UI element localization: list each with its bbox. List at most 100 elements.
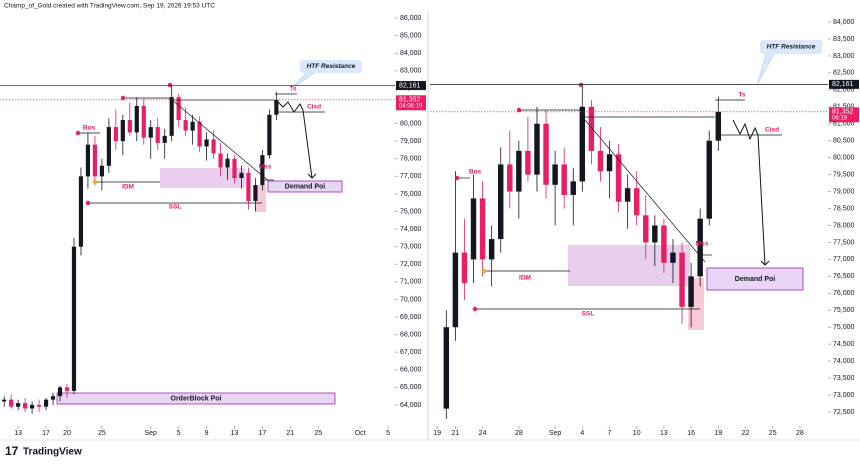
candle-body	[507, 164, 513, 192]
x-tick-label: 17	[42, 430, 50, 437]
x-tick-label: 4	[580, 430, 584, 437]
demand-box	[267, 180, 343, 193]
candle-body	[543, 123, 549, 185]
x-tick-label: 20	[63, 430, 71, 437]
idm-label: IDM	[122, 184, 134, 191]
y-tick-label: 78,000	[833, 222, 855, 229]
candle-body	[232, 158, 237, 179]
x-tick-label: 22	[742, 430, 750, 437]
chart-panel: 72,500 73,000 73,500 74,000 74,500 75,000 75,5…	[430, 19, 859, 437]
candle-body	[688, 276, 694, 307]
candle-body	[169, 97, 174, 136]
trend-line	[171, 99, 271, 183]
y-tick-label: 70,000	[400, 296, 422, 303]
y-tick-label: 72,000	[400, 261, 422, 268]
candle-body	[597, 150, 604, 172]
candle-body	[9, 399, 14, 407]
y-tick-label: 68,000	[400, 331, 422, 338]
ts-label: Ts	[738, 92, 745, 99]
candle-body	[23, 403, 28, 409]
x-tick-label: 10	[633, 430, 641, 437]
idm-label: IDM	[519, 275, 531, 282]
projection-path	[732, 119, 766, 266]
y-tick-label: 77,000	[400, 173, 422, 180]
demand-label: Demand Poi	[735, 276, 776, 283]
candle-body	[697, 218, 703, 277]
y-tick-label: 81,500	[833, 104, 855, 111]
htf-label: HTF Resistance	[767, 44, 816, 51]
candle-body	[204, 139, 209, 147]
candle-body	[16, 403, 21, 407]
y-tick-label: 77,500	[833, 239, 855, 246]
y-tick-label: 78,500	[833, 205, 855, 212]
candle-body	[64, 387, 70, 391]
candle-body	[120, 120, 125, 142]
y-tick-label: 67,000	[400, 349, 422, 356]
trend-line	[584, 119, 706, 263]
candle-body	[253, 185, 258, 201]
mss-label: Mss	[259, 164, 272, 171]
candle-body	[127, 120, 132, 133]
y-tick-label: 86,000	[400, 15, 422, 22]
y-tick-label: 73,500	[833, 375, 855, 382]
candle-body	[606, 154, 613, 172]
price-tag-label: 82,161	[399, 82, 421, 89]
y-tick-label: 75,000	[400, 208, 422, 215]
x-tick-label: 19	[433, 430, 441, 437]
orderblock-box	[56, 392, 336, 405]
ssl-label: SSL	[169, 204, 182, 211]
candle-body	[43, 399, 49, 407]
x-tick-label: 21	[451, 430, 459, 437]
y-tick-label: 74,500	[833, 341, 855, 348]
y-tick-label: 64,000	[400, 402, 422, 409]
y-tick-label: 78,000	[400, 156, 422, 163]
candle-body	[479, 198, 486, 260]
y-tick-label: 79,000	[833, 188, 855, 195]
idm-dot	[92, 179, 98, 185]
price-tag	[396, 95, 426, 111]
y-tick-label: 85,000	[400, 32, 422, 39]
x-tick-label: Sep	[145, 430, 158, 437]
x-tick-label: 9	[205, 430, 209, 437]
logo-mark: 17	[5, 444, 19, 458]
y-tick-label: 82,500	[833, 70, 855, 77]
candle-body	[570, 181, 576, 195]
high-dot	[120, 95, 126, 101]
candle-body	[155, 127, 160, 143]
candle-body	[134, 105, 139, 133]
candle-body	[30, 404, 35, 409]
y-tick-label: 73,000	[400, 244, 422, 251]
y-tick-label: 80,000	[833, 155, 855, 162]
candle-body	[85, 144, 91, 177]
htf-callout	[300, 60, 362, 73]
x-tick-label: 13	[14, 430, 22, 437]
candle-body	[715, 111, 722, 141]
price-tag-label: 81,352	[832, 109, 854, 116]
idm-zone	[160, 168, 245, 188]
y-tick-label: 79,000	[400, 138, 422, 145]
price-tag	[829, 79, 859, 89]
bos-label: Bos	[83, 125, 96, 132]
candle-body	[679, 252, 685, 307]
x-tick-label: 19	[714, 430, 722, 437]
candle-body	[162, 135, 167, 143]
candle-body	[218, 153, 223, 168]
candle-body	[443, 327, 450, 409]
candle-body	[92, 144, 98, 177]
candle-body	[516, 150, 522, 192]
bos-dot	[454, 175, 460, 181]
candle-body	[615, 154, 622, 202]
y-tick-label: 77,000	[833, 256, 855, 263]
y-tick-label: 84,000	[833, 19, 855, 26]
y-tick-label: 69,000	[400, 314, 422, 321]
x-tick-label: 13	[660, 430, 668, 437]
candle-body	[113, 127, 118, 142]
x-tick-label: 5	[386, 430, 390, 437]
x-tick-label: 25	[98, 430, 106, 437]
bos-dot	[75, 130, 81, 136]
price-tag	[396, 81, 426, 91]
y-tick-label: 73,000	[833, 392, 855, 399]
candle-body	[525, 150, 531, 175]
candle-body	[190, 121, 195, 131]
